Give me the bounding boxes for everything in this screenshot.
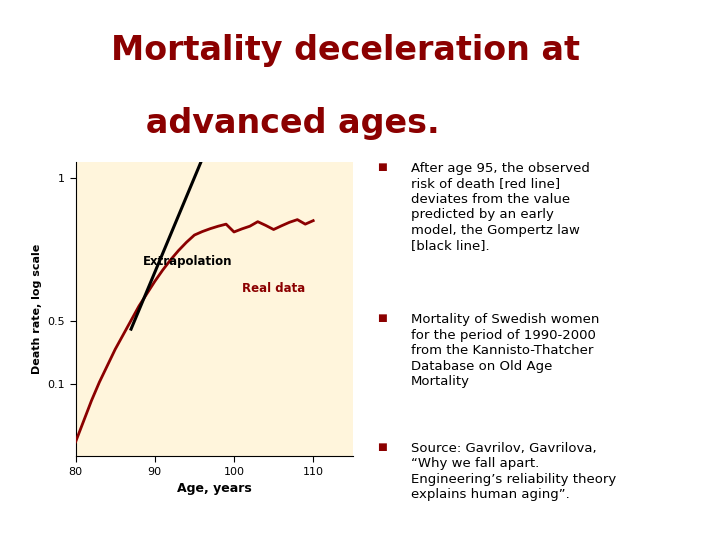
- Text: Mortality deceleration at: Mortality deceleration at: [111, 33, 580, 66]
- X-axis label: Age, years: Age, years: [177, 482, 251, 495]
- Text: Mortality of Swedish women
for the period of 1990-2000
from the Kannisto-Thatche: Mortality of Swedish women for the perio…: [411, 313, 599, 388]
- Text: advanced ages.: advanced ages.: [111, 106, 440, 140]
- Text: After age 95, the observed
risk of death [red line]
deviates from the value
pred: After age 95, the observed risk of death…: [411, 162, 590, 252]
- Text: Source: Gavrilov, Gavrilova,
“Why we fall apart.
Engineering’s reliability theor: Source: Gavrilov, Gavrilova, “Why we fal…: [411, 442, 616, 501]
- Text: ■: ■: [377, 162, 387, 172]
- Text: ■: ■: [377, 313, 387, 323]
- Y-axis label: Death rate, log scale: Death rate, log scale: [32, 244, 42, 374]
- Text: Real data: Real data: [242, 282, 305, 295]
- Text: Extrapolation: Extrapolation: [143, 255, 233, 268]
- Text: ■: ■: [377, 442, 387, 451]
